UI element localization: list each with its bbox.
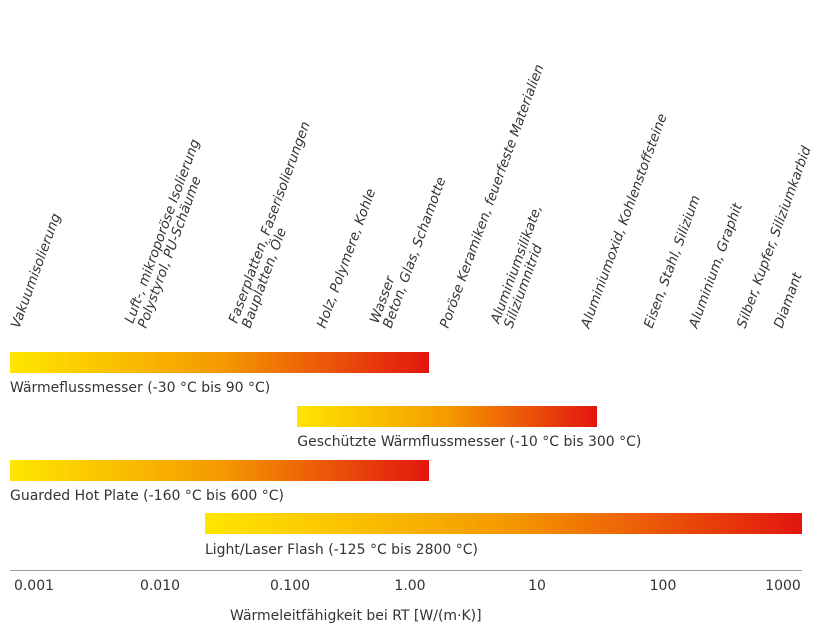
x-tick-label: 100	[649, 578, 677, 594]
category-label-line: Vakuumisolierung	[7, 211, 65, 331]
category-label-line: Bauplatten, Öle	[238, 225, 290, 331]
x-axis-title: Wärmeleitfähigkeit bei RT [W/(m·K)]	[230, 608, 482, 624]
x-tick-label: 0.010	[139, 578, 181, 594]
range-bar	[297, 406, 597, 427]
range-bar-label: Geschützte Wärmflussmesser (-10 °C bis 3…	[297, 434, 642, 450]
x-tick-label: 1000	[765, 578, 801, 594]
range-bar-label: Guarded Hot Plate (-160 °C bis 600 °C)	[10, 488, 284, 504]
x-tick-label: 0.001	[13, 578, 55, 594]
category-label-line: Silber, Kupfer, Siliziumkarbid	[733, 144, 815, 331]
category-label-line: Faserplatten, Faserisolierungen	[225, 119, 314, 326]
range-bar	[10, 352, 430, 373]
category-label: Aluminiumsilikate, Siliziumnitrid	[488, 203, 558, 330]
category-label: Vakuumisolierung	[7, 211, 65, 331]
category-label: Faserplatten, Faserisolierungen Bauplatte…	[225, 119, 326, 331]
category-label: Holz, Polymere, Kohle	[313, 186, 380, 331]
category-label: Wasser Beton, Glas, Schamotte	[367, 171, 450, 330]
category-label-line: Diamant	[770, 270, 806, 331]
range-bar	[10, 460, 430, 481]
category-label-line: Holz, Polymere, Kohle	[313, 186, 380, 331]
category-label: Silber, Kupfer, Siliziumkarbid	[733, 144, 815, 331]
x-axis-line	[10, 570, 802, 571]
x-tick-label: 0.100	[269, 578, 311, 594]
range-bar-label: Wärmeflussmesser (-30 °C bis 90 °C)	[10, 380, 271, 396]
range-bar	[204, 513, 802, 534]
category-label-line: Luft-, mikroporöse Isolierung	[121, 137, 204, 326]
category-label: Luft-, mikroporöse Isolierung Polystyrol,…	[121, 137, 216, 330]
x-tick-label: 1.00	[394, 578, 426, 594]
x-tick-label: 10	[528, 578, 546, 594]
category-label: Diamant	[770, 270, 806, 331]
range-bar-label: Light/Laser Flash (-125 °C bis 2800 °C)	[204, 542, 479, 558]
